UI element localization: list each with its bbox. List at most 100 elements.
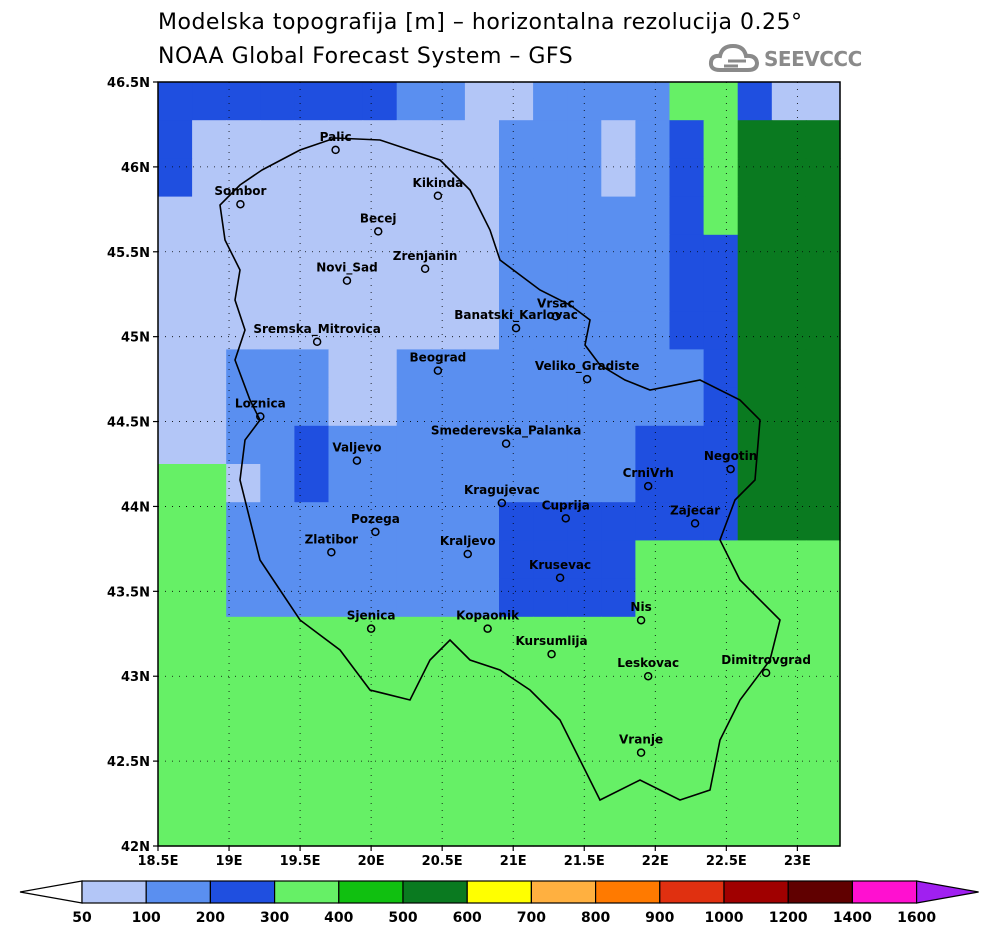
city-marker <box>236 199 245 209</box>
y-tick-label: 43.5N <box>107 585 150 600</box>
grid-cell <box>464 234 500 274</box>
grid-cell <box>464 578 500 618</box>
colorbar-box <box>787 880 854 904</box>
grid-cell <box>499 158 534 198</box>
grid-cell <box>669 196 705 236</box>
grid-cell <box>601 425 636 465</box>
grid-cell <box>464 311 500 350</box>
grid-cell <box>396 425 432 465</box>
grid-cell <box>362 693 398 732</box>
grid-cell <box>737 655 773 694</box>
grid-cell <box>499 464 534 503</box>
grid-cell <box>805 807 841 847</box>
grid-cell <box>260 425 295 465</box>
grid-cell <box>158 82 193 121</box>
city-marker <box>636 748 646 757</box>
grid-cell <box>601 311 636 350</box>
city-label: Smederevska_Palanka <box>431 424 582 439</box>
seevccc-logo: SEEVCCC <box>708 42 862 76</box>
grid-cell <box>771 616 807 656</box>
grid-cell <box>737 502 773 541</box>
grid-cell <box>464 807 500 847</box>
grid-cell <box>737 82 773 121</box>
grid-cell <box>533 158 568 198</box>
grid-cell <box>533 616 568 656</box>
city-label: Leskovac <box>617 656 679 670</box>
grid-cell <box>669 731 705 771</box>
grid-cell <box>737 158 773 198</box>
grid-cell <box>294 387 330 427</box>
colorbar-box <box>209 880 276 904</box>
city-markers: Palic Sombor Kikinda Becej Zrenjanin Novi_Sad… <box>214 130 811 757</box>
grid-cell <box>464 425 500 465</box>
city-label: Zajecar <box>670 503 720 517</box>
colorbar-label: 100 <box>132 910 161 926</box>
grid-cell <box>635 616 671 656</box>
colorbar-label: 600 <box>453 910 482 926</box>
grid-cell <box>362 578 398 618</box>
grid-cell <box>771 769 807 809</box>
grid-cell <box>260 158 295 198</box>
grid-cell <box>805 387 841 427</box>
cloud-icon <box>708 43 760 72</box>
grid-cell <box>464 540 500 580</box>
x-tick-label: 22.5E <box>706 854 747 869</box>
grid-cell <box>328 349 364 389</box>
city-marker <box>497 498 507 508</box>
city-marker <box>352 456 362 465</box>
grid-cell <box>703 234 739 274</box>
grid-cell <box>294 578 330 618</box>
grid-cell <box>703 311 739 350</box>
grid-cell <box>226 502 261 541</box>
grid-cell <box>533 464 568 503</box>
grid-cell <box>192 693 227 732</box>
grid-cell <box>226 82 261 121</box>
colorbar-box <box>338 880 404 904</box>
grid-cell <box>703 693 739 732</box>
grid-cell <box>499 502 534 541</box>
grid-cell <box>260 120 295 159</box>
grid-cell <box>601 693 636 732</box>
city-label: Kopaonik <box>456 609 520 623</box>
grid-cell <box>362 807 398 847</box>
grid-cell <box>805 349 841 389</box>
grid-cell <box>533 502 568 541</box>
grid-cell <box>703 578 739 618</box>
grid-cell <box>737 578 773 618</box>
y-tick-label: 42N <box>121 840 150 855</box>
colorbar-box <box>851 880 918 904</box>
axis-ticks: 18.5E 19E 19.5E 20E 20.5E 21E 21.5E 22E 22.5E 23E… <box>107 76 811 869</box>
grid-cell <box>396 387 432 427</box>
grid-cell <box>703 349 739 389</box>
grid-cell <box>158 769 193 809</box>
grid-cell <box>328 82 364 121</box>
city-label: Sjenica <box>347 609 396 623</box>
grid-cell <box>464 655 500 694</box>
city-label: Sombor <box>214 184 266 198</box>
city-label: CrniVrh <box>623 466 674 480</box>
grid-cell <box>499 731 534 771</box>
city-marker <box>420 264 430 274</box>
grid-cell <box>328 196 364 236</box>
grid-cell <box>294 464 330 503</box>
grid-cell <box>703 540 739 580</box>
colorbar-label: 500 <box>388 910 417 926</box>
grid-cell <box>805 540 841 580</box>
grid-cell <box>430 120 466 159</box>
grid-cell <box>737 693 773 732</box>
grid-cell <box>567 82 602 121</box>
grid-cell <box>464 273 500 312</box>
grid-cell <box>260 769 295 809</box>
grid-cell <box>192 731 227 771</box>
grid-cell <box>567 655 602 694</box>
grid-cell <box>635 502 671 541</box>
grid-cell <box>396 120 432 159</box>
grid-cell <box>805 120 841 159</box>
grid-cell <box>703 464 739 503</box>
city-label: Banatski_Karlovac <box>454 308 578 323</box>
grid-cell <box>669 464 705 503</box>
city-marker <box>366 624 376 633</box>
grid-cell <box>294 807 330 847</box>
city-marker <box>501 439 511 448</box>
city-marker <box>433 366 443 375</box>
